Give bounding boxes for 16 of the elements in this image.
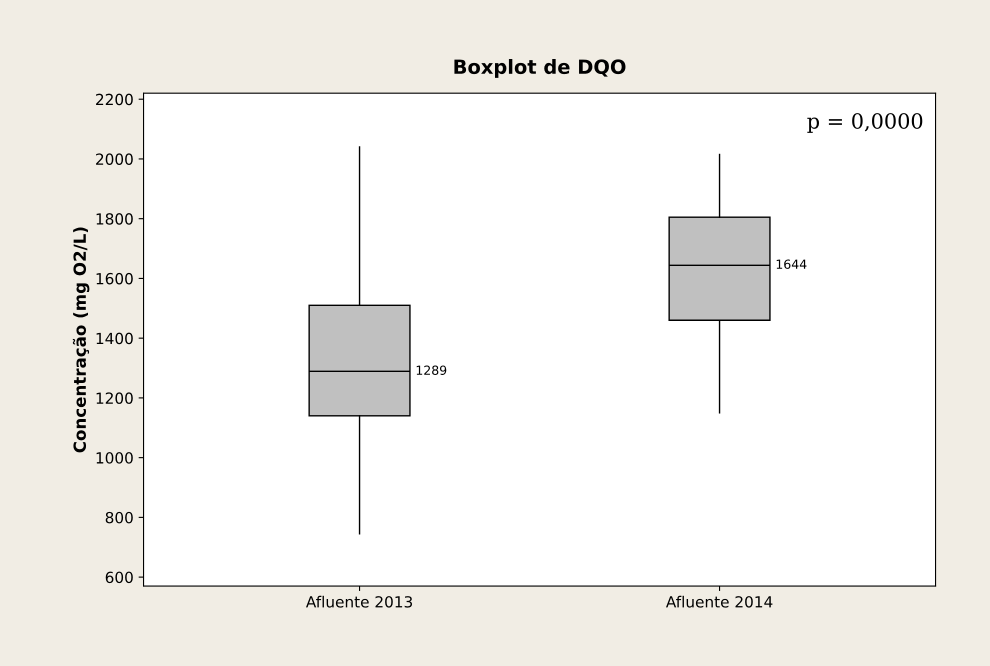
x-tick-label: Afluente 2014 bbox=[666, 596, 772, 608]
annotation: 1644 bbox=[776, 259, 806, 269]
y-tick-label: 600 bbox=[106, 572, 133, 584]
annotation: p = 0,0000 bbox=[807, 113, 922, 133]
y-tick-label: 1400 bbox=[96, 332, 133, 344]
y-tick-label: 1000 bbox=[96, 452, 133, 464]
y-tick-label: 2200 bbox=[96, 94, 133, 106]
y-axis-title: Concentração (mg O2/L) bbox=[72, 227, 90, 452]
y-tick-label: 1600 bbox=[96, 272, 133, 284]
chart-title: Boxplot de DQO bbox=[454, 59, 626, 78]
y-tick-label: 2000 bbox=[96, 153, 133, 165]
x-tick-label: Afluente 2013 bbox=[306, 596, 412, 608]
y-tick-label: 1800 bbox=[96, 213, 133, 225]
y-tick-label: 800 bbox=[106, 512, 133, 524]
annotation: 1289 bbox=[416, 365, 446, 375]
y-tick-label: 1200 bbox=[96, 392, 133, 404]
